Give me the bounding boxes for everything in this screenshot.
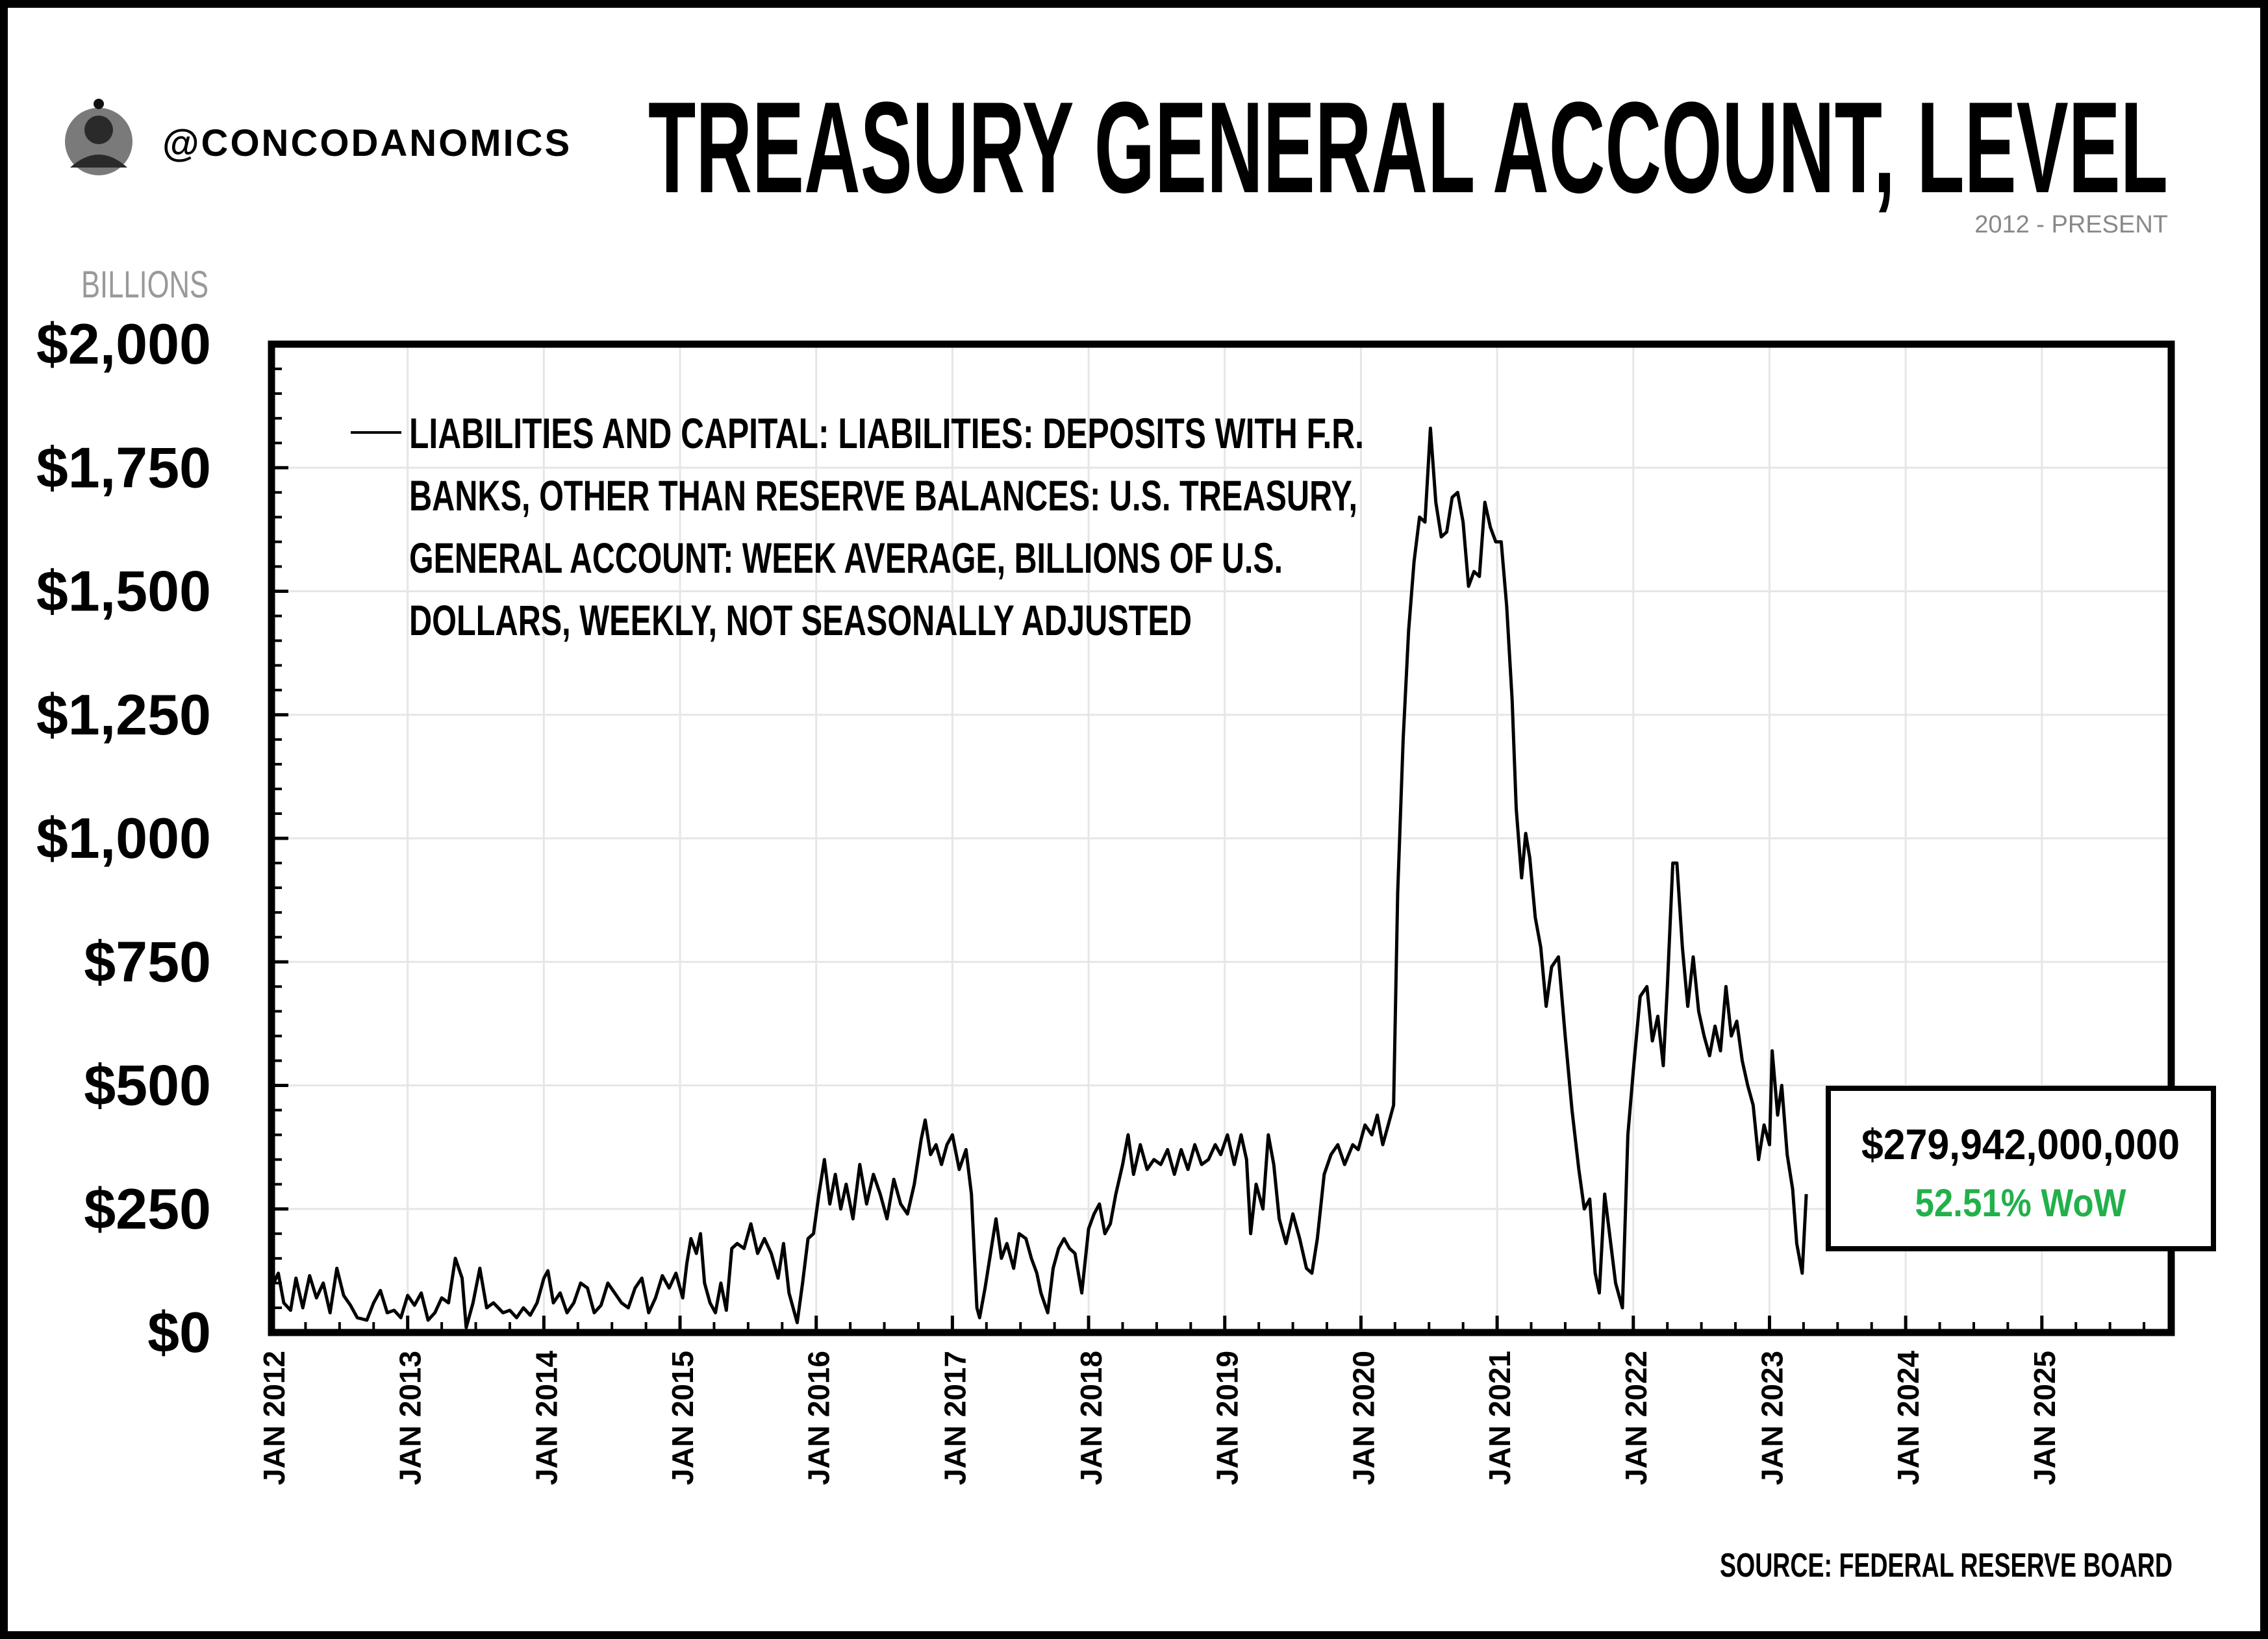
x-tick-label: JAN 2020 [1346, 1351, 1380, 1485]
page-subtitle: 2012 - PRESENT [1974, 211, 2168, 238]
y-tick-label: $750 [84, 929, 211, 994]
x-tick-label: JAN 2021 [1483, 1351, 1517, 1485]
avatar [65, 99, 132, 175]
x-tick-label: JAN 2024 [1891, 1351, 1925, 1486]
y-tick-label: $1,250 [36, 682, 211, 747]
x-tick-label: JAN 2014 [529, 1351, 563, 1486]
y-axis: $0 $250 $500 $750 $1,000 $1,250 $1,500 $1,750 $2… [36, 312, 288, 1364]
y-tick-label: $250 [84, 1177, 211, 1241]
page-title: TREASURY GENERAL ACCOUNT, LEVEL [648, 75, 2168, 220]
legend-line-3: GENERAL ACCOUNT: WEEK AVERAGE, BILLIONS … [409, 534, 1283, 582]
legend: LIABILITIES AND CAPITAL: LIABILITIES: DE… [351, 409, 1364, 644]
x-axis: JAN 2012 JAN 2013 JAN 2014 JAN 2015 JAN 2016… [257, 1316, 2146, 1486]
x-tick-label: JAN 2016 [802, 1351, 836, 1485]
y-tick-label: $1,750 [36, 435, 211, 499]
x-tick-label: JAN 2017 [938, 1351, 972, 1485]
units-label: BILLIONS [81, 264, 208, 306]
plot-border [268, 340, 2175, 1336]
x-tick-label: JAN 2015 [666, 1351, 699, 1485]
author-handle: @CONCODANOMICS [162, 122, 572, 164]
x-tick-label: JAN 2018 [1074, 1351, 1108, 1485]
x-tick-label: JAN 2023 [1755, 1351, 1789, 1485]
x-tick-label: JAN 2022 [1619, 1351, 1653, 1485]
y-tick-label: $1,000 [36, 806, 211, 870]
legend-line-2: BANKS, OTHER THAN RESERVE BALANCES: U.S.… [409, 471, 1357, 519]
y-tick-label: $500 [84, 1053, 211, 1118]
source-label: SOURCE: FEDERAL RESERVE BOARD [1720, 1547, 2173, 1584]
callout-value: $279,942,000,000 [1861, 1120, 2180, 1168]
x-tick-label: JAN 2013 [394, 1351, 427, 1485]
y-tick-label: $1,500 [36, 559, 211, 623]
latest-value-callout: $279,942,000,000 52.51% WoW [1826, 1086, 2216, 1251]
series-line-tga [270, 426, 1808, 1329]
callout-change: 52.51% WoW [1915, 1181, 2126, 1225]
legend-line-1: LIABILITIES AND CAPITAL: LIABILITIES: DE… [409, 409, 1364, 457]
y-tick-label: $2,000 [36, 312, 211, 376]
x-tick-label: JAN 2025 [2028, 1351, 2061, 1485]
legend-line-4: DOLLARS, WEEKLY, NOT SEASONALLY ADJUSTED [409, 596, 1192, 644]
x-tick-label: JAN 2019 [1211, 1351, 1244, 1485]
x-tick-label: JAN 2012 [257, 1351, 291, 1485]
y-tick-label: $0 [147, 1300, 211, 1364]
